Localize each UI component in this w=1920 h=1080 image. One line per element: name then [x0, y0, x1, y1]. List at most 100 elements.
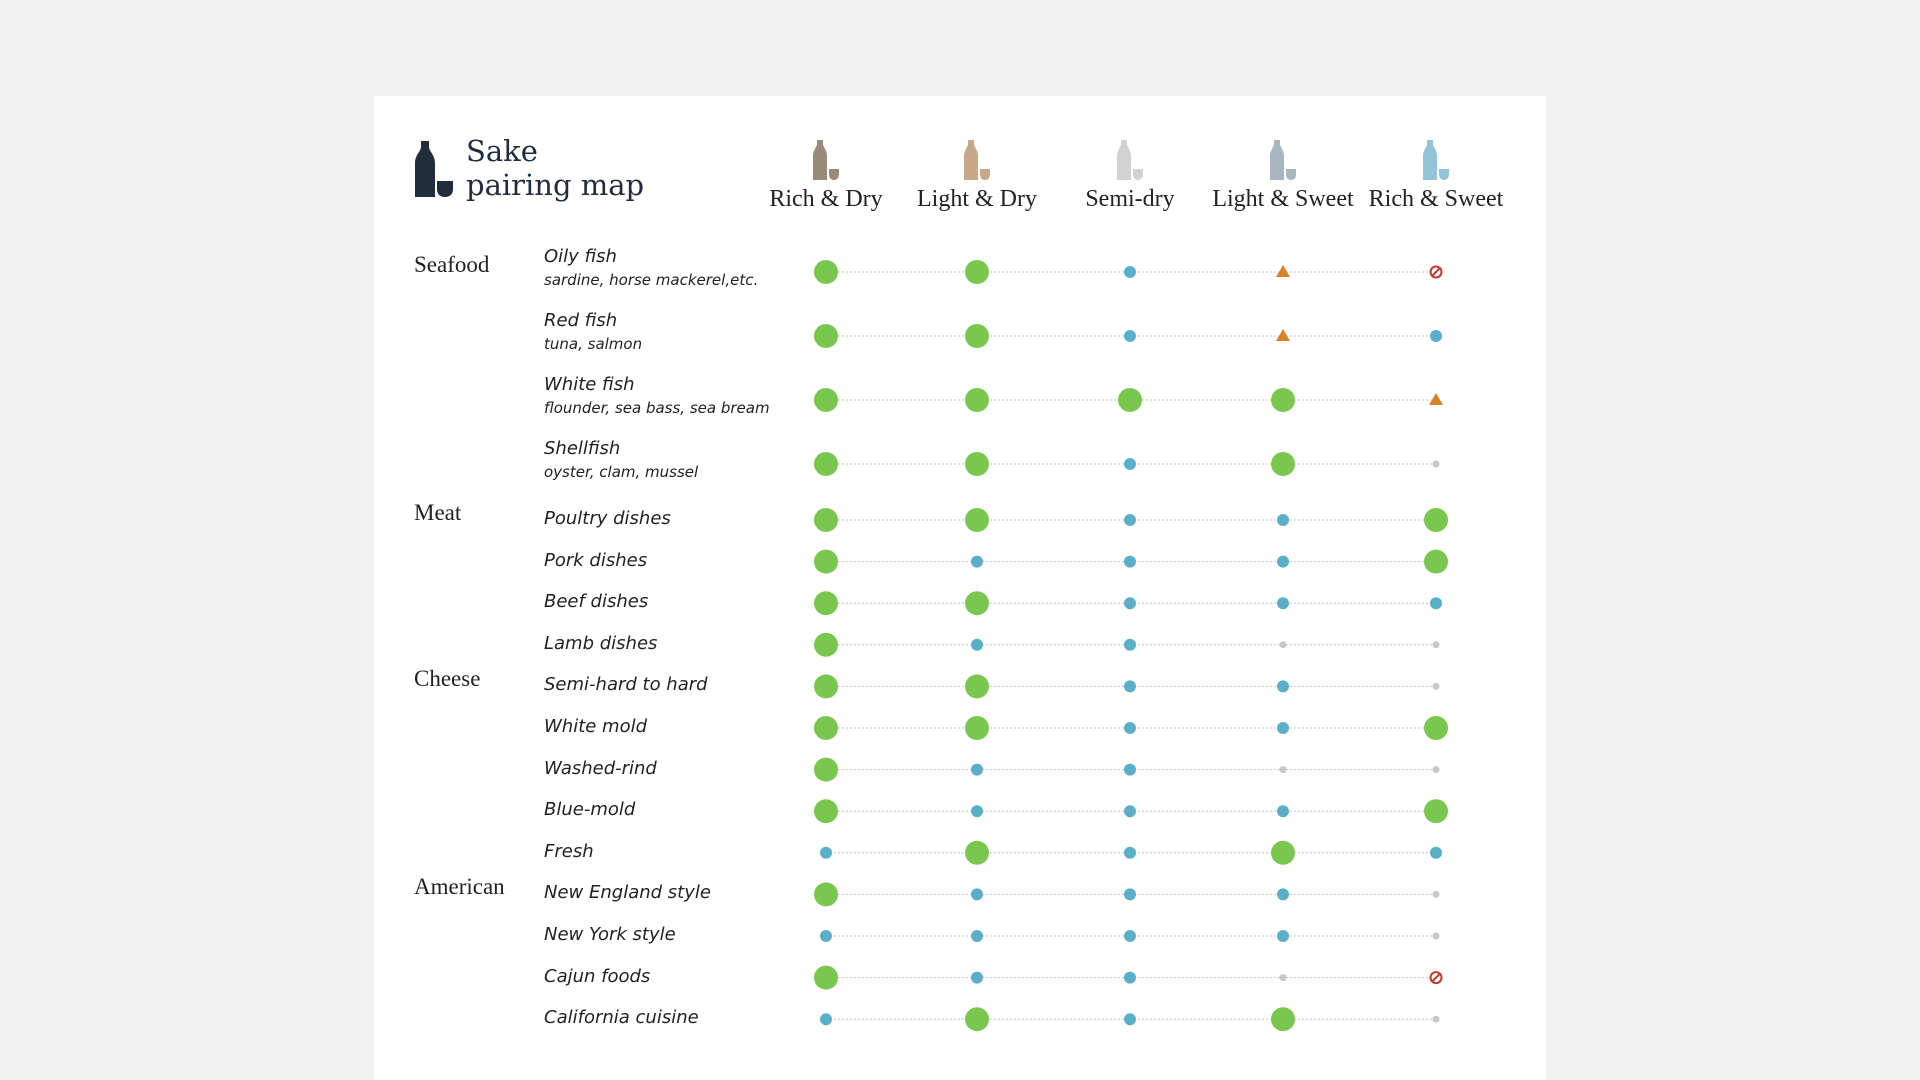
row-label-cajun-foods: Cajun foods: [544, 966, 650, 988]
bottle-shape: [1270, 140, 1284, 180]
row-name: Beef dishes: [544, 591, 649, 613]
pairing-marker-great-beef-dishes-light-dry: [965, 591, 989, 616]
pairing-marker-great-new-england-style-rich-dry: [814, 882, 838, 907]
row-name: Washed-rind: [544, 757, 657, 779]
row-label-fresh: Fresh: [544, 841, 594, 863]
pairing-marker-good-beef-dishes-semi-dry: [1124, 597, 1136, 610]
row-label-california-cuisine: California cuisine: [544, 1007, 699, 1029]
row-label-new-york-style: New York style: [544, 924, 676, 946]
pairing-marker-good-beef-dishes-rich-sweet: [1430, 597, 1442, 610]
pairing-marker-good-poultry-dishes-semi-dry: [1124, 514, 1136, 526]
column-header-semi-dry: Semi-dry: [1040, 140, 1220, 213]
pairing-marker-good-new-york-style-rich-dry: [820, 930, 832, 942]
cup-shape: [1439, 169, 1449, 180]
pairing-marker-good-blue-mold-light-dry: [971, 805, 983, 818]
pairing-marker-good-fresh-semi-dry: [1124, 846, 1136, 859]
bottle-shape: [1117, 140, 1131, 180]
pairing-marker-none-lamb-dishes-light-sweet: [1279, 641, 1287, 649]
pairing-marker-great-california-cuisine-light-sweet: [1271, 1007, 1295, 1032]
pairing-marker-good-semi-hard-to-hard-light-sweet: [1277, 680, 1289, 693]
chart-card: [374, 96, 1546, 1080]
column-header-light-dry: Light & Dry: [887, 140, 1067, 213]
pairing-marker-good-beef-dishes-light-sweet: [1277, 597, 1289, 610]
pairing-marker-none-washed-rind-rich-sweet: [1432, 766, 1440, 774]
bottle-shape: [1423, 140, 1437, 180]
pairing-marker-good-washed-rind-semi-dry: [1124, 763, 1136, 776]
pairing-marker-great-poultry-dishes-light-dry: [965, 508, 989, 532]
pairing-marker-good-pork-dishes-light-dry: [971, 555, 983, 568]
pairing-marker-great-shellfish-light-dry: [965, 452, 989, 476]
pairing-marker-none-shellfish-rich-sweet: [1432, 460, 1440, 468]
pairing-marker-good-cajun-foods-semi-dry: [1124, 971, 1136, 984]
pairing-marker-great-white-fish-rich-dry: [814, 388, 838, 412]
pairing-marker-great-fresh-light-dry: [965, 840, 989, 865]
row-label-beef-dishes: Beef dishes: [544, 591, 648, 613]
pairing-marker-great-beef-dishes-rich-dry: [814, 591, 838, 616]
pairing-marker-great-cajun-foods-rich-dry: [814, 965, 838, 990]
row-label-shellfish: Shellfish oyster, clam, mussel: [544, 438, 698, 482]
row-label-semi-hard-to-hard: Semi-hard to hard: [544, 674, 708, 696]
pairing-marker-great-fresh-light-sweet: [1271, 840, 1295, 865]
pairing-marker-great-washed-rind-rich-dry: [814, 757, 838, 782]
pairing-marker-none-new-york-style-rich-sweet: [1432, 932, 1440, 940]
pairing-marker-fair-oily-fish-light-sweet: [1276, 265, 1290, 277]
column-header-rich-sweet: Rich & Sweet: [1346, 140, 1526, 213]
row-name: California cuisine: [544, 1007, 699, 1029]
pairing-marker-great-white-fish-light-dry: [965, 388, 989, 412]
row-name: Lamb dishes: [544, 632, 658, 654]
row-examples: tuna, salmon: [544, 335, 643, 353]
pairing-marker-great-poultry-dishes-rich-sweet: [1424, 508, 1448, 532]
column-label: Rich & Sweet: [1368, 186, 1504, 212]
pairing-marker-great-oily-fish-light-dry: [965, 260, 989, 284]
pairing-marker-great-blue-mold-rich-dry: [814, 799, 838, 824]
row-label-blue-mold: Blue-mold: [544, 799, 635, 821]
pairing-marker-good-blue-mold-light-sweet: [1277, 805, 1289, 818]
row-name: Cajun foods: [544, 965, 651, 987]
pairing-marker-great-blue-mold-rich-sweet: [1424, 799, 1448, 824]
row-name: New England style: [544, 882, 711, 904]
pairing-marker-great-white-fish-light-sweet: [1271, 388, 1295, 412]
pairing-marker-good-lamb-dishes-semi-dry: [1124, 638, 1136, 651]
pairing-marker-good-cajun-foods-light-dry: [971, 971, 983, 984]
group-label-meat: Meat: [414, 500, 462, 525]
bottle-shape: [813, 140, 827, 180]
sake-bottle-icon: [964, 140, 990, 180]
row-name: Oily fish: [544, 246, 617, 267]
column-label: Rich & Dry: [769, 186, 883, 212]
sake-bottle-icon: [1270, 140, 1296, 180]
row-name: Pork dishes: [544, 549, 648, 571]
pairing-marker-great-red-fish-rich-dry: [814, 324, 838, 348]
bottle-shape: [964, 140, 978, 180]
pairing-marker-good-red-fish-rich-sweet: [1430, 330, 1442, 342]
title-line-2: pairing map: [466, 168, 645, 202]
cup-shape: [1133, 169, 1143, 180]
pairing-marker-great-white-mold-rich-dry: [814, 716, 838, 740]
pairing-marker-good-fresh-rich-sweet: [1430, 846, 1442, 859]
sake-bottle-icon: [813, 140, 839, 180]
pairing-marker-great-shellfish-rich-dry: [814, 452, 838, 476]
row-label-white-mold: White mold: [544, 716, 647, 738]
row-name: Shellfish: [544, 438, 621, 459]
column-header-light-sweet: Light & Sweet: [1193, 140, 1373, 213]
row-label-white-fish: White fish flounder, sea bass, sea bream: [544, 374, 770, 418]
pairing-marker-good-california-cuisine-semi-dry: [1124, 1013, 1136, 1026]
row-examples: flounder, sea bass, sea bream: [544, 399, 770, 417]
pairing-marker-good-new-england-style-light-dry: [971, 888, 983, 901]
row-label-washed-rind: Washed-rind: [544, 758, 657, 780]
pairing-marker-great-white-mold-rich-sweet: [1424, 716, 1448, 740]
pairing-marker-none-washed-rind-light-sweet: [1279, 766, 1287, 774]
pairing-marker-good-new-york-style-semi-dry: [1124, 930, 1136, 942]
pairing-marker-good-new-york-style-light-dry: [971, 930, 983, 942]
pairing-marker-good-poultry-dishes-light-sweet: [1277, 514, 1289, 526]
pairing-marker-great-semi-hard-to-hard-rich-dry: [814, 674, 838, 699]
row-label-lamb-dishes: Lamb dishes: [544, 633, 657, 655]
pairing-marker-good-fresh-rich-dry: [820, 846, 832, 859]
pairing-marker-good-lamb-dishes-light-dry: [971, 638, 983, 651]
row-label-oily-fish: Oily fish sardine, horse mackerel,etc.: [544, 246, 758, 290]
title-line-1: Sake: [466, 134, 538, 168]
row-name: New York style: [544, 924, 676, 945]
pairing-marker-good-pork-dishes-light-sweet: [1277, 555, 1289, 568]
column-label: Semi-dry: [1085, 186, 1175, 212]
pairing-marker-great-california-cuisine-light-dry: [965, 1007, 989, 1032]
title-cup-shape: [437, 181, 453, 197]
